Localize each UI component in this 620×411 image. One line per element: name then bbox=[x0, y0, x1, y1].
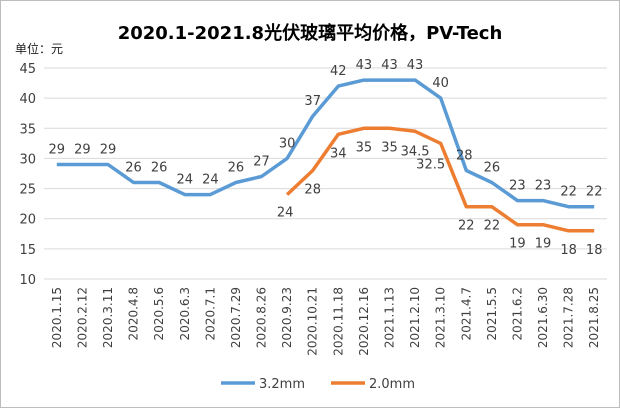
data-label: 35 bbox=[381, 140, 398, 155]
data-label: 32.5 bbox=[416, 157, 445, 172]
x-tick-label: 2020.12.16 bbox=[357, 287, 371, 356]
legend-label: 3.2mm bbox=[259, 377, 305, 392]
data-label: 23 bbox=[509, 179, 526, 194]
x-tick-label: 2021.2.10 bbox=[408, 287, 422, 348]
x-tick-label: 2020.4.8 bbox=[127, 287, 141, 340]
x-tick-label: 2020.2.12 bbox=[75, 287, 89, 348]
data-label: 22 bbox=[458, 219, 475, 234]
data-label: 22 bbox=[586, 185, 603, 200]
x-tick-label: 2020.11.18 bbox=[331, 287, 345, 356]
x-tick-label: 2021.1.13 bbox=[382, 287, 396, 348]
chart-title: 2020.1-2021.8光伏玻璃平均价格，PV-Tech bbox=[118, 22, 503, 44]
data-label: 22 bbox=[560, 185, 577, 200]
x-tick-label: 2021.8.25 bbox=[587, 287, 601, 348]
x-tick-label: 2021.6.2 bbox=[510, 287, 524, 340]
legend-label: 2.0mm bbox=[369, 377, 415, 392]
data-label: 19 bbox=[509, 237, 526, 252]
x-tick-label: 2020.10.21 bbox=[306, 287, 320, 356]
data-label: 24 bbox=[277, 206, 294, 221]
y-tick-label: 30 bbox=[19, 152, 36, 167]
x-tick-label: 2021.4.7 bbox=[459, 287, 473, 340]
data-label: 43 bbox=[381, 58, 398, 73]
y-tick-label: 25 bbox=[19, 183, 36, 198]
data-label: 18 bbox=[560, 243, 577, 258]
data-label: 42 bbox=[330, 64, 347, 79]
data-label: 29 bbox=[49, 142, 66, 157]
x-tick-label: 2020.8.26 bbox=[255, 287, 269, 348]
data-label: 43 bbox=[407, 58, 424, 73]
data-label: 34 bbox=[330, 146, 347, 161]
data-label: 29 bbox=[100, 142, 117, 157]
x-tick-label: 2020.7.29 bbox=[229, 287, 243, 348]
y-tick-label: 35 bbox=[19, 122, 36, 137]
data-label: 43 bbox=[356, 58, 373, 73]
data-label: 26 bbox=[125, 161, 142, 176]
data-label: 24 bbox=[202, 173, 219, 188]
data-label: 19 bbox=[535, 237, 552, 252]
data-label: 29 bbox=[74, 142, 91, 157]
x-tick-label: 2020.1.15 bbox=[50, 287, 64, 348]
data-label: 26 bbox=[151, 161, 168, 176]
data-label: 26 bbox=[228, 161, 245, 176]
y-tick-label: 15 bbox=[19, 243, 36, 258]
data-label: 24 bbox=[176, 173, 193, 188]
unit-label: 单位：元 bbox=[15, 41, 63, 56]
x-tick-label: 2021.3.10 bbox=[434, 287, 448, 348]
y-tick-label: 45 bbox=[19, 62, 36, 77]
x-tick-label: 2020.3.11 bbox=[101, 287, 115, 348]
data-label: 30 bbox=[279, 136, 296, 151]
data-label: 28 bbox=[304, 182, 321, 197]
x-tick-label: 2021.6.30 bbox=[536, 287, 550, 348]
data-label: 26 bbox=[484, 161, 501, 176]
y-tick-label: 40 bbox=[19, 92, 36, 107]
data-label: 27 bbox=[253, 155, 270, 170]
x-tick-label: 2020.7.1 bbox=[203, 287, 217, 340]
data-label: 35 bbox=[356, 140, 373, 155]
x-tick-label: 2020.5.6 bbox=[152, 287, 166, 340]
y-tick-label: 10 bbox=[19, 273, 36, 288]
y-tick-label: 20 bbox=[19, 213, 36, 228]
x-tick-label: 2021.5.5 bbox=[485, 287, 499, 340]
data-label: 23 bbox=[535, 179, 552, 194]
data-label: 40 bbox=[432, 76, 449, 91]
data-label: 37 bbox=[304, 94, 321, 109]
data-label: 18 bbox=[586, 243, 603, 258]
x-tick-label: 2020.6.3 bbox=[178, 287, 192, 340]
data-label: 28 bbox=[456, 148, 473, 163]
x-tick-label: 2020.9.23 bbox=[280, 287, 294, 348]
data-label: 22 bbox=[484, 219, 501, 234]
x-tick-label: 2021.7.28 bbox=[562, 287, 576, 348]
